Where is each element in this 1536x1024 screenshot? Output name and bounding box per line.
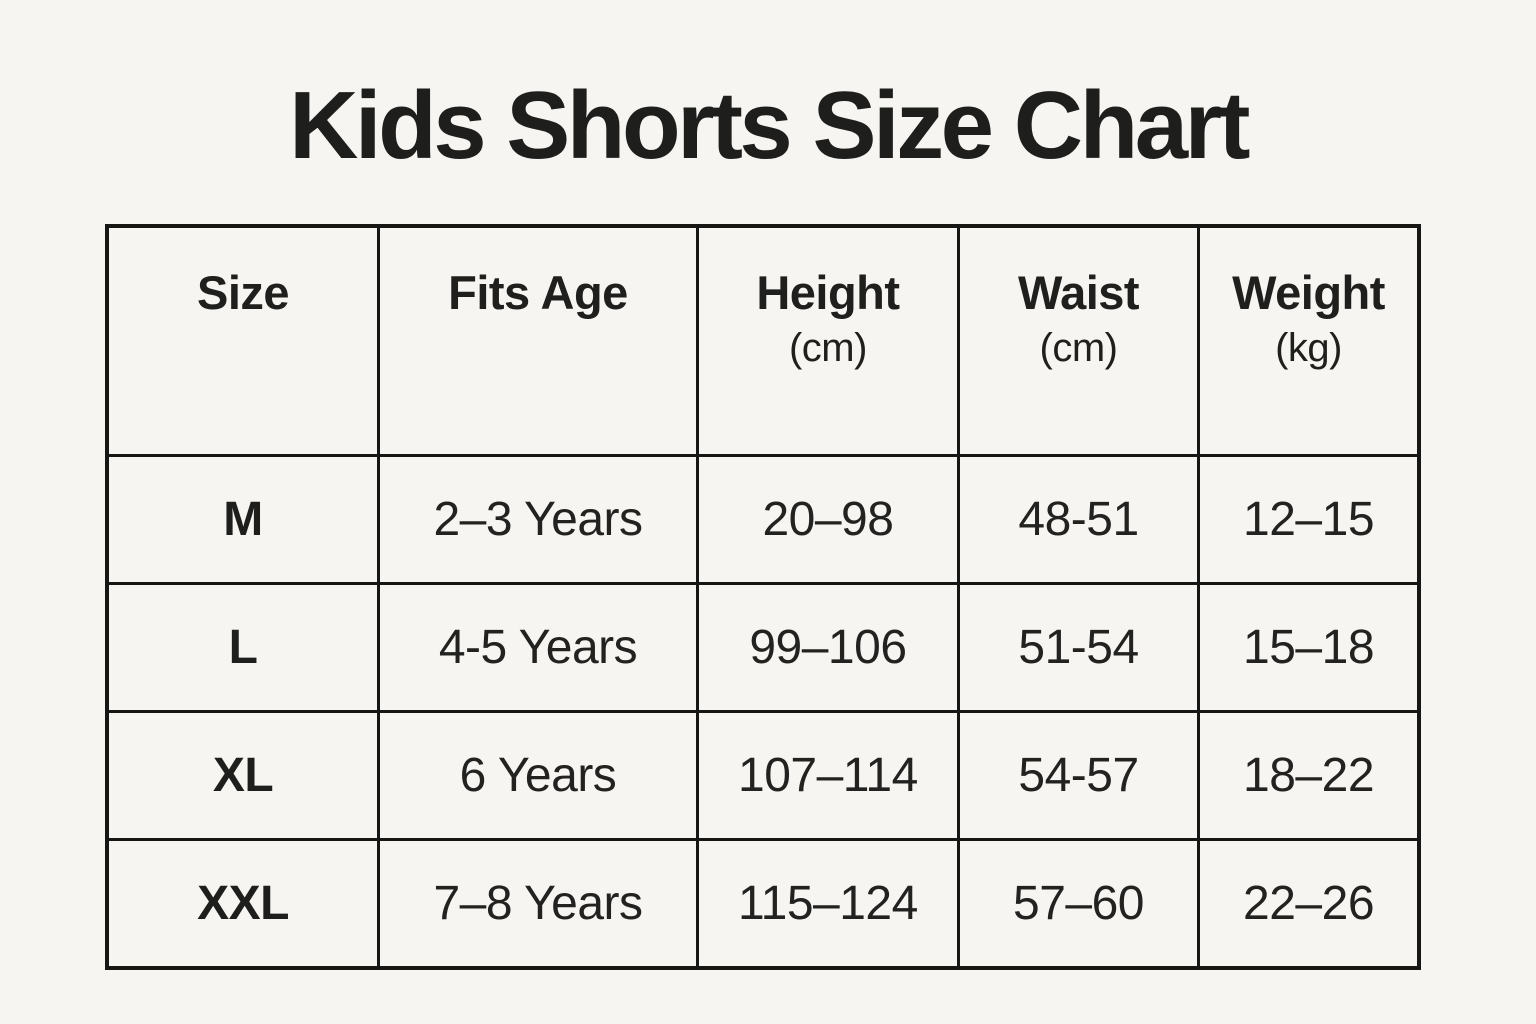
column-header-size: Size [105, 224, 381, 457]
size-chart-table: Size Fits Age Height (cm) Waist (cm) Wei… [105, 224, 1421, 970]
column-header-waist: Waist (cm) [956, 224, 1201, 457]
cell-waist-xl: 54-57 [956, 710, 1201, 841]
page-title: Kids Shorts Size Chart [289, 72, 1250, 179]
table-row-xxl: XXL 7–8 Years 115–124 57–60 22–26 [105, 838, 1421, 970]
cell-height-m: 20–98 [695, 454, 960, 585]
cell-fits-age-l: 4-5 Years [377, 582, 699, 713]
cell-height-xl: 107–114 [695, 710, 960, 841]
cell-weight-xl: 18–22 [1197, 710, 1421, 841]
column-header-fits-age: Fits Age [377, 224, 699, 457]
cell-weight-m: 12–15 [1197, 454, 1421, 585]
cell-fits-age-xxl: 7–8 Years [377, 838, 699, 970]
column-header-weight: Weight (kg) [1197, 224, 1421, 457]
cell-size-m: M [105, 454, 381, 585]
table-row-xl: XL 6 Years 107–114 54-57 18–22 [105, 710, 1421, 841]
cell-size-xl: XL [105, 710, 381, 841]
cell-fits-age-xl: 6 Years [377, 710, 699, 841]
table-row-m: M 2–3 Years 20–98 48-51 12–15 [105, 454, 1421, 585]
cell-fits-age-m: 2–3 Years [377, 454, 699, 585]
cell-waist-m: 48-51 [956, 454, 1201, 585]
cell-weight-l: 15–18 [1197, 582, 1421, 713]
cell-size-xxl: XXL [105, 838, 381, 970]
cell-height-xxl: 115–124 [695, 838, 960, 970]
header-row: Size Fits Age Height (cm) Waist (cm) Wei… [105, 224, 1421, 457]
cell-size-l: L [105, 582, 381, 713]
column-header-height: Height (cm) [695, 224, 960, 457]
column-header-weight-label: Weight [1232, 266, 1385, 319]
column-header-height-unit: (cm) [788, 326, 867, 371]
column-header-weight-unit: (kg) [1275, 326, 1342, 371]
column-header-fits-age-label: Fits Age [448, 266, 628, 319]
column-header-height-label: Height [756, 266, 900, 319]
cell-waist-l: 51-54 [956, 582, 1201, 713]
column-header-size-label: Size [197, 266, 290, 319]
column-header-waist-unit: (cm) [1039, 326, 1118, 371]
column-header-waist-label: Waist [1017, 266, 1140, 319]
cell-waist-xxl: 57–60 [956, 838, 1201, 970]
table-row-l: L 4-5 Years 99–106 51-54 15–18 [105, 582, 1421, 713]
cell-weight-xxl: 22–26 [1197, 838, 1421, 970]
cell-height-l: 99–106 [695, 582, 960, 713]
